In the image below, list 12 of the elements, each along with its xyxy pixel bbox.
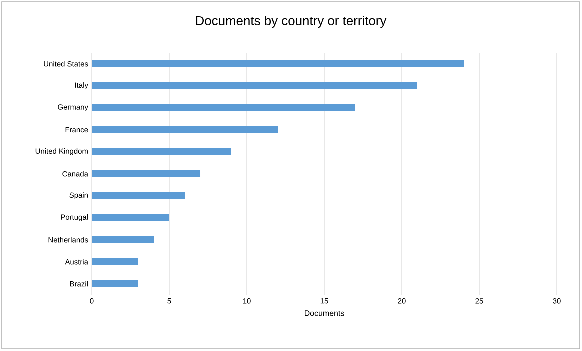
bar bbox=[92, 148, 232, 156]
bar bbox=[92, 192, 186, 200]
bar bbox=[92, 126, 278, 134]
bar bbox=[92, 214, 170, 222]
bar bbox=[92, 60, 464, 68]
bar bbox=[92, 280, 139, 288]
bar bbox=[92, 258, 139, 266]
bar bbox=[92, 236, 154, 244]
chart-title: Documents by country or territory bbox=[196, 16, 387, 28]
bar bbox=[92, 170, 201, 178]
bar bbox=[92, 104, 356, 112]
bar bbox=[92, 82, 418, 90]
